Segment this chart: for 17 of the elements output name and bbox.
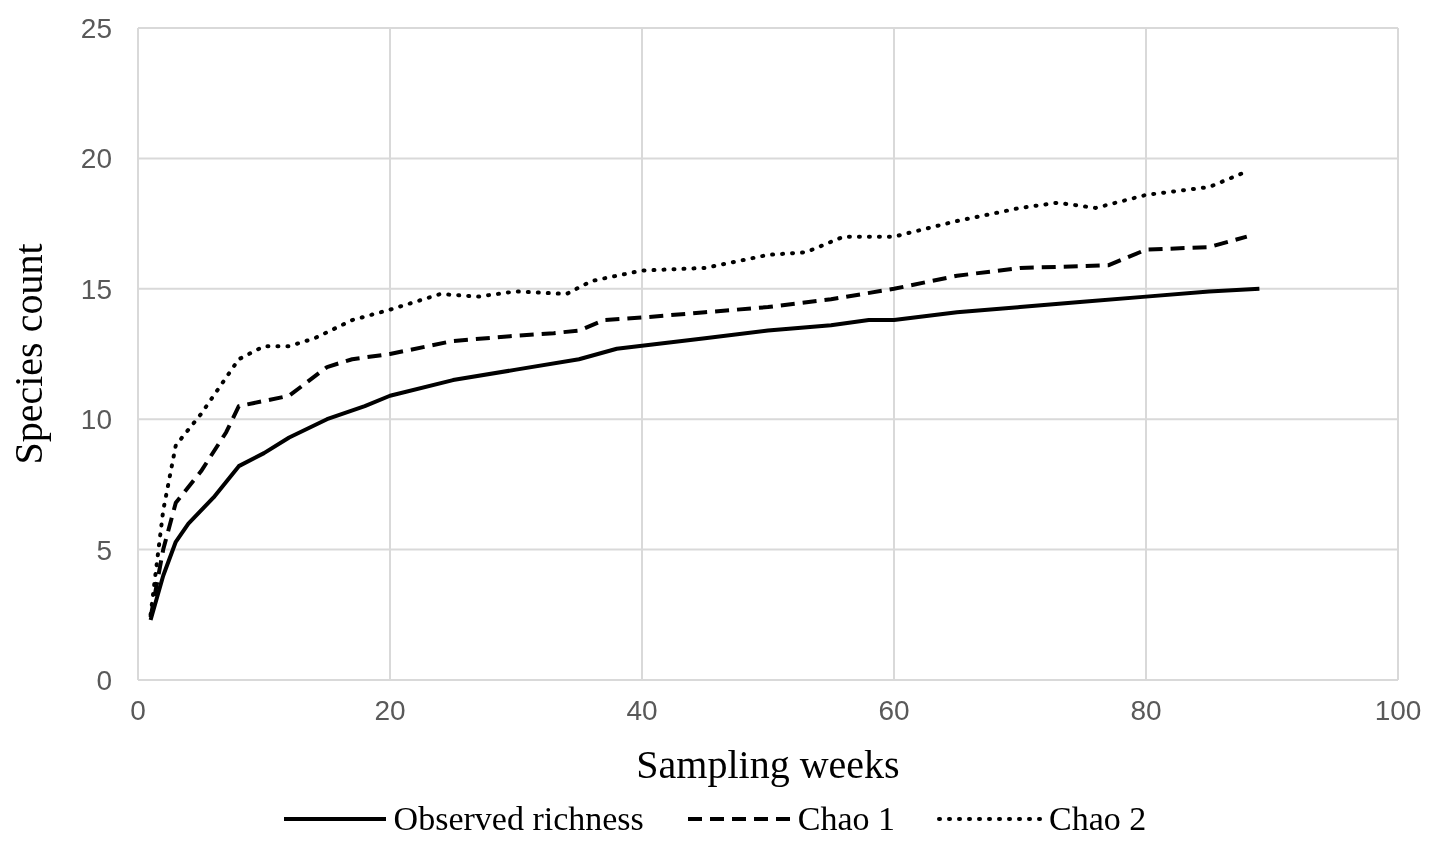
x-tick-label: 0 (130, 694, 146, 726)
y-tick-label: 5 (96, 534, 112, 566)
x-tick-label: 40 (626, 694, 658, 726)
x-tick-label: 80 (1130, 694, 1162, 726)
legend-label: Observed richness (393, 800, 644, 838)
legend-label: Chao 2 (1049, 800, 1147, 838)
x-tick-label: 20 (374, 694, 406, 726)
y-tick-label: 10 (80, 404, 112, 436)
x-axis-title: Sampling weeks (636, 742, 900, 787)
y-tick-label: 0 (96, 664, 112, 696)
legend-label: Chao 1 (797, 800, 896, 838)
y-axis-title: Species count (6, 243, 52, 465)
y-tick-label: 20 (80, 143, 112, 175)
x-tick-label: 60 (878, 694, 910, 726)
y-tick-label: 25 (80, 12, 112, 44)
x-tick-label: 100 (1374, 694, 1422, 726)
y-tick-label: 15 (80, 273, 112, 305)
